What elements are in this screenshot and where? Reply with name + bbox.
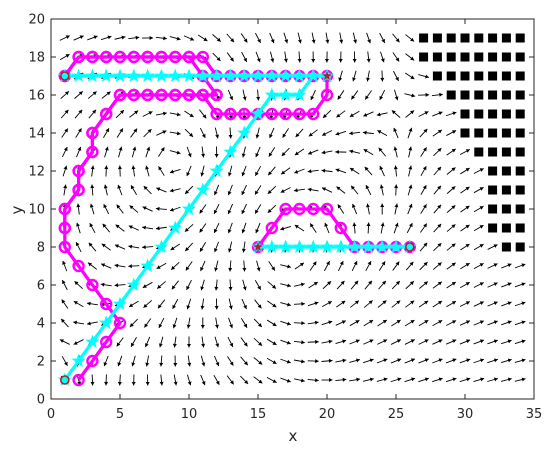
obstacle-cell <box>433 72 442 81</box>
x-tick-label: 10 <box>181 407 198 422</box>
obstacle-cell <box>502 167 511 176</box>
obstacle-cell <box>488 34 497 43</box>
obstacle-cell <box>488 205 497 214</box>
obstacle-cell <box>502 72 511 81</box>
x-tick-label: 30 <box>457 407 474 422</box>
obstacle-cell <box>419 34 428 43</box>
obstacle-cell <box>461 129 470 138</box>
obstacle-cell <box>516 110 525 119</box>
obstacle-cell <box>461 53 470 62</box>
obstacle-cell <box>488 110 497 119</box>
obstacle-cell <box>516 91 525 100</box>
obstacle-cell <box>447 72 456 81</box>
obstacle-cell <box>516 148 525 157</box>
obstacle-cell <box>488 167 497 176</box>
obstacle-cell <box>488 148 497 157</box>
obstacle-cell <box>502 129 511 138</box>
x-tick-label: 35 <box>526 407 543 422</box>
obstacle-cell <box>516 205 525 214</box>
obstacle-cell <box>488 72 497 81</box>
obstacle-cell <box>474 129 483 138</box>
obstacle-cell <box>502 53 511 62</box>
obstacle-cell <box>433 34 442 43</box>
obstacle-cell <box>516 243 525 252</box>
obstacle-cell <box>447 91 456 100</box>
x-tick-label: 0 <box>47 407 55 422</box>
x-tick-label: 25 <box>388 407 405 422</box>
y-tick-label: 6 <box>37 279 45 294</box>
obstacle-cell <box>502 91 511 100</box>
x-tick-label: 5 <box>116 407 124 422</box>
obstacle-cell <box>461 91 470 100</box>
obstacle-cell <box>474 72 483 81</box>
obstacle-cell <box>474 148 483 157</box>
y-tick-label: 14 <box>28 127 45 142</box>
x-axis-label: x <box>289 427 298 445</box>
x-tick-label: 15 <box>250 407 267 422</box>
obstacle-cell <box>502 224 511 233</box>
obstacle-cell <box>502 148 511 157</box>
obstacle-cell <box>474 34 483 43</box>
y-tick-label: 8 <box>37 241 45 256</box>
y-tick-label: 0 <box>37 393 45 408</box>
obstacle-cell <box>488 129 497 138</box>
y-axis-label: y <box>8 205 26 214</box>
obstacle-cell <box>447 53 456 62</box>
y-tick-label: 16 <box>28 89 45 104</box>
obstacle-cell <box>461 110 470 119</box>
x-tick-label: 20 <box>319 407 336 422</box>
y-tick-label: 18 <box>28 51 45 66</box>
obstacle-cell <box>516 167 525 176</box>
y-tick-label: 4 <box>37 317 45 332</box>
obstacle-cell <box>488 91 497 100</box>
obstacle-cell <box>516 34 525 43</box>
obstacle-cell <box>502 243 511 252</box>
y-tick-label: 20 <box>28 13 45 28</box>
obstacle-cell <box>419 53 428 62</box>
obstacle-cell <box>516 53 525 62</box>
obstacle-cell <box>516 72 525 81</box>
obstacle-cell <box>516 186 525 195</box>
obstacle-cell <box>447 34 456 43</box>
y-tick-label: 10 <box>28 203 45 218</box>
y-tick-label: 2 <box>37 355 45 370</box>
obstacle-cell <box>488 53 497 62</box>
obstacle-cell <box>474 53 483 62</box>
obstacle-cell <box>502 205 511 214</box>
obstacle-cell <box>488 224 497 233</box>
obstacle-cell <box>502 110 511 119</box>
obstacle-cell <box>433 53 442 62</box>
obstacle-cell <box>516 224 525 233</box>
obstacle-cell <box>502 186 511 195</box>
obstacle-cell <box>488 186 497 195</box>
obstacle-cell <box>502 34 511 43</box>
y-tick-label: 12 <box>28 165 45 180</box>
obstacle-cell <box>461 34 470 43</box>
obstacle-cell <box>474 91 483 100</box>
obstacle-cell <box>474 110 483 119</box>
obstacle-cell <box>516 129 525 138</box>
obstacle-cell <box>461 72 470 81</box>
